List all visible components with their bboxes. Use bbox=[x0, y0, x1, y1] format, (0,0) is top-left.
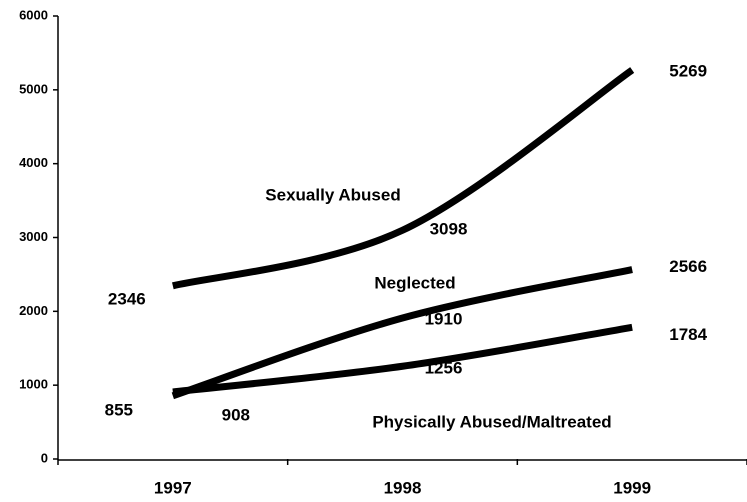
y-tick-label: 4000 bbox=[19, 155, 48, 170]
y-tick-label: 6000 bbox=[19, 7, 48, 22]
data-label: 1910 bbox=[425, 309, 463, 328]
x-tick-label: 1999 bbox=[613, 478, 651, 497]
series-line bbox=[172, 67, 635, 290]
y-tick-label: 0 bbox=[41, 450, 48, 465]
series-name: Sexually Abused bbox=[265, 185, 400, 204]
data-label: 2566 bbox=[669, 257, 707, 276]
y-tick-label: 1000 bbox=[19, 377, 48, 392]
data-label: 855 bbox=[105, 400, 133, 419]
data-label: 1256 bbox=[425, 359, 463, 378]
y-tick-label: 5000 bbox=[19, 81, 48, 96]
x-tick-label: 1998 bbox=[384, 478, 422, 497]
data-label: 3098 bbox=[430, 220, 468, 239]
series-line bbox=[172, 323, 633, 396]
y-tick-label: 3000 bbox=[19, 229, 48, 244]
y-tick-label: 2000 bbox=[19, 303, 48, 318]
data-label: 1784 bbox=[669, 325, 707, 344]
series-line bbox=[171, 266, 633, 400]
data-label: 2346 bbox=[108, 289, 146, 308]
series-name: Neglected bbox=[374, 273, 455, 292]
data-label: 908 bbox=[222, 405, 250, 424]
series-name: Physically Abused/Maltreated bbox=[372, 412, 611, 431]
data-label: 5269 bbox=[669, 61, 707, 80]
x-tick-label: 1997 bbox=[154, 478, 192, 497]
